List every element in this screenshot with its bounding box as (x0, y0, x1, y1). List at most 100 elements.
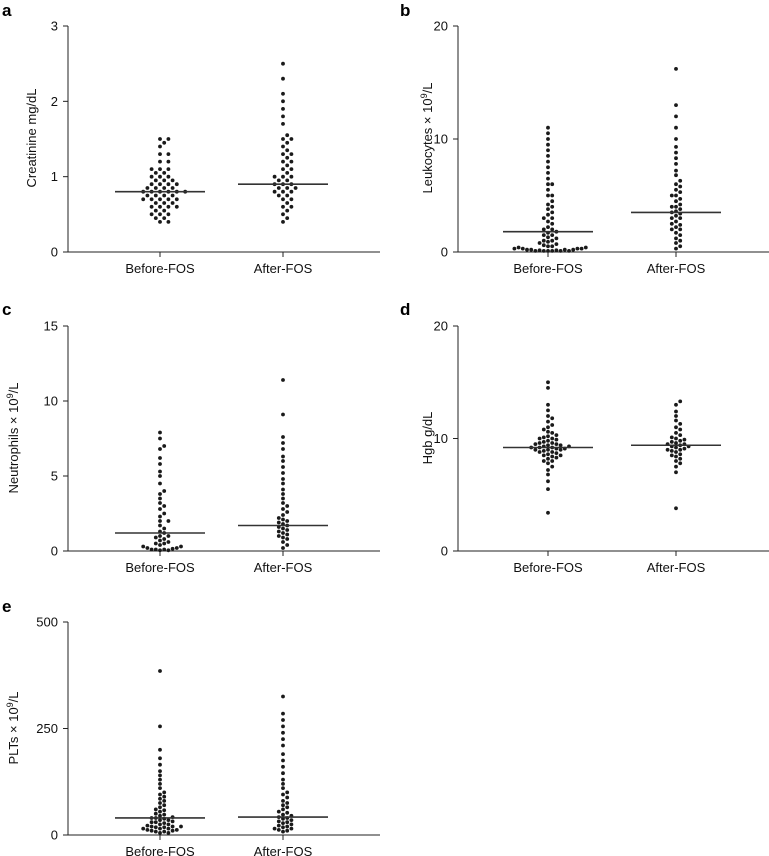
data-point (276, 828, 281, 832)
data-point (166, 182, 171, 187)
data-point (541, 249, 546, 253)
data-point (546, 434, 550, 439)
data-point (669, 453, 674, 458)
data-point (149, 212, 154, 217)
data-point (276, 534, 281, 538)
data-point (281, 144, 285, 149)
data-point (678, 184, 683, 189)
data-point (149, 197, 154, 202)
data-point (583, 245, 588, 250)
data-point (166, 152, 171, 157)
data-point (281, 189, 285, 194)
y-tick-label: 0 (51, 245, 58, 260)
data-point (153, 807, 158, 812)
data-point (158, 152, 162, 157)
data-point (162, 829, 167, 834)
data-point (170, 819, 175, 824)
data-point (550, 431, 555, 435)
data-point (546, 438, 550, 443)
data-point (285, 178, 290, 183)
data-point (285, 519, 290, 523)
data-point (674, 213, 678, 218)
data-point (158, 805, 162, 810)
data-point (162, 803, 167, 808)
data-point (537, 450, 542, 454)
data-point (158, 813, 162, 818)
data-point (281, 764, 285, 769)
data-point (674, 67, 678, 71)
data-point (674, 459, 678, 463)
data-point (678, 178, 683, 183)
data-point (170, 824, 175, 829)
data-point (158, 492, 162, 496)
data-point (276, 186, 281, 190)
data-point (149, 824, 154, 829)
data-point (158, 773, 162, 778)
data-point (281, 441, 285, 445)
data-point (158, 747, 162, 752)
data-point (541, 227, 546, 232)
data-point (541, 216, 546, 221)
data-point (674, 103, 678, 107)
data-point (674, 137, 678, 141)
data-point (669, 449, 674, 453)
data-point (674, 470, 678, 475)
data-point (153, 829, 158, 834)
y-tick-label: 10 (44, 394, 58, 409)
data-point (166, 204, 171, 209)
data-point (285, 208, 290, 213)
data-point (550, 193, 555, 198)
data-point (674, 193, 678, 198)
data-point (281, 724, 285, 729)
data-point (550, 199, 555, 204)
data-point (170, 186, 175, 190)
data-point (281, 730, 285, 735)
data-point (289, 137, 294, 141)
data-point (546, 408, 550, 413)
data-point (166, 822, 171, 827)
data-point (158, 769, 162, 773)
data-point (674, 199, 678, 204)
panel-letter-e: e (2, 597, 11, 616)
data-point (162, 171, 167, 175)
data-point (281, 114, 285, 119)
y-tick-label: 5 (51, 469, 58, 484)
data-point (533, 447, 538, 452)
data-point (554, 437, 559, 442)
data-point (145, 828, 150, 832)
data-point (546, 159, 550, 164)
data-point (546, 425, 550, 430)
y-axis-label-b: Leukocytes × 109/L (419, 83, 435, 194)
data-point (546, 461, 550, 466)
data-point (669, 435, 674, 440)
data-point (550, 416, 555, 421)
y-axis-label-d: Hgb g/dL (420, 412, 435, 465)
data-point (678, 207, 683, 212)
data-point (162, 794, 167, 799)
y-tick-label: 3 (51, 19, 58, 34)
data-point (158, 204, 162, 209)
data-point (149, 174, 154, 179)
data-point (546, 468, 550, 472)
data-point (546, 452, 550, 457)
x-category-label: Before-FOS (513, 560, 583, 575)
data-point (285, 510, 290, 514)
data-point (281, 447, 285, 451)
data-point (281, 501, 285, 505)
y-tick-label: 0 (51, 544, 58, 559)
data-point (546, 249, 550, 253)
data-point (289, 152, 294, 157)
data-point (153, 201, 158, 205)
data-point (550, 450, 555, 454)
data-point (272, 826, 277, 831)
data-point (546, 154, 550, 158)
data-point (541, 427, 546, 432)
data-point (162, 489, 167, 493)
data-point (170, 193, 175, 198)
data-point (674, 402, 678, 407)
data-point (281, 771, 285, 776)
data-point (546, 402, 550, 407)
data-point (289, 822, 294, 827)
data-point (153, 216, 158, 221)
data-point (281, 496, 285, 501)
